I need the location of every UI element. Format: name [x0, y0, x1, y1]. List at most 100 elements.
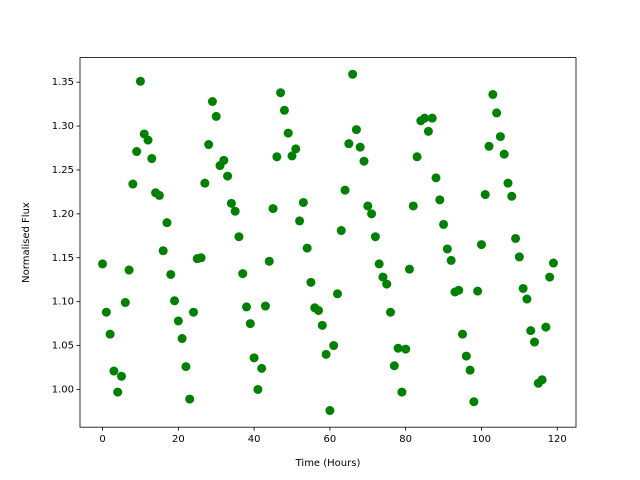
point [514, 252, 524, 262]
point [298, 197, 308, 207]
point [219, 155, 229, 165]
point [283, 128, 293, 138]
point [465, 365, 475, 375]
point [98, 259, 108, 269]
point [173, 316, 183, 326]
point [120, 298, 130, 308]
x-tick-label: 60 [324, 434, 337, 445]
y-tick-label: 1.15 [52, 253, 74, 264]
x-tick-label: 0 [99, 434, 105, 445]
x-tick-label: 80 [399, 434, 412, 445]
point [143, 135, 153, 145]
point [135, 76, 145, 86]
point [242, 302, 252, 312]
point [367, 209, 377, 219]
point [473, 286, 483, 296]
point [253, 384, 263, 394]
point [522, 294, 532, 304]
point [492, 108, 502, 118]
point [461, 351, 471, 361]
y-tick-label: 1.10 [52, 297, 74, 308]
point [185, 394, 195, 404]
point [272, 152, 282, 162]
point [423, 126, 433, 136]
y-tick-label: 1.00 [52, 384, 74, 395]
point [412, 152, 422, 162]
point [431, 173, 441, 183]
point [541, 322, 551, 332]
point [420, 113, 430, 123]
point [325, 406, 335, 416]
point [401, 344, 411, 354]
point [370, 232, 380, 242]
point [124, 265, 134, 275]
point [427, 113, 437, 123]
point [207, 96, 217, 106]
point [545, 272, 555, 282]
point [530, 337, 540, 347]
point [109, 366, 119, 376]
point [314, 305, 324, 315]
point [268, 204, 278, 214]
point [257, 363, 267, 373]
point [442, 244, 452, 254]
point [484, 141, 494, 151]
point [355, 142, 365, 152]
point [128, 179, 138, 189]
point [340, 185, 350, 195]
point [291, 144, 301, 154]
point [276, 88, 286, 98]
point [503, 178, 513, 188]
point [177, 334, 187, 344]
point [226, 198, 236, 208]
point [223, 171, 233, 181]
y-tick-label: 1.20 [52, 209, 74, 220]
point [295, 216, 305, 226]
point [404, 264, 414, 274]
point [435, 195, 445, 205]
point [196, 253, 206, 263]
point [511, 233, 521, 243]
point [245, 319, 255, 329]
point [166, 269, 176, 279]
point [488, 89, 498, 99]
point [101, 307, 111, 317]
point [264, 256, 274, 266]
plot-frame [79, 57, 577, 428]
point [162, 218, 172, 228]
point [329, 341, 339, 351]
point [389, 361, 399, 371]
point [158, 246, 168, 256]
point [321, 349, 331, 359]
point [302, 243, 312, 253]
point [105, 329, 115, 339]
x-tick-label: 100 [472, 434, 491, 445]
point [260, 301, 270, 311]
point [397, 387, 407, 397]
point [204, 140, 214, 150]
point [317, 320, 327, 330]
point [495, 132, 505, 142]
point [332, 289, 342, 299]
y-tick-label: 1.25 [52, 165, 74, 176]
point [374, 259, 384, 269]
point [238, 269, 248, 279]
x-tick-label: 20 [172, 434, 185, 445]
point [469, 397, 479, 407]
point [306, 277, 316, 287]
point [548, 258, 558, 268]
point [279, 105, 289, 115]
x-tick-label: 120 [548, 434, 567, 445]
point [476, 240, 486, 250]
point [249, 353, 259, 363]
point [393, 343, 403, 353]
point [499, 149, 509, 159]
point [526, 326, 536, 336]
point [439, 219, 449, 229]
point [234, 232, 244, 242]
point [378, 272, 388, 282]
point [170, 296, 180, 306]
point [132, 147, 142, 157]
